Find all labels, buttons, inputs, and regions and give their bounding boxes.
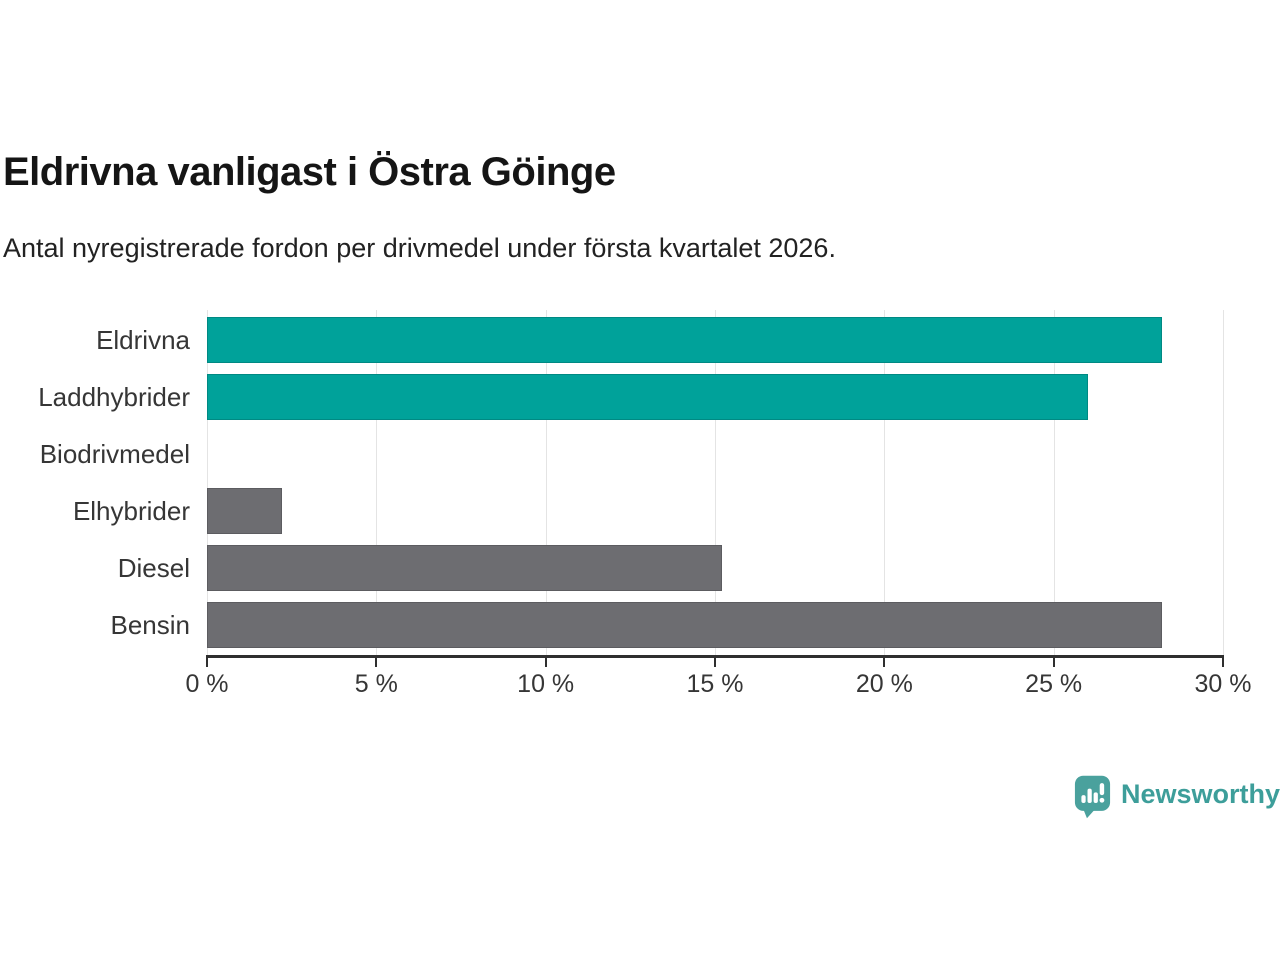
category-label: Eldrivna <box>96 325 190 355</box>
bar-eldrivna <box>207 317 1163 363</box>
newsworthy-logo-text: Newsworthy <box>1121 779 1280 809</box>
x-tick-mark-0 <box>206 658 208 667</box>
bar-row: Bensin <box>111 602 1223 649</box>
x-tick-mark-25 <box>1052 658 1055 667</box>
category-label: Diesel <box>117 553 190 584</box>
chart-title: Eldrivna vanligast i Östra Göinge <box>3 150 616 194</box>
bar-row: Eldrivna <box>96 317 1223 363</box>
bar-elhybrider <box>207 488 282 535</box>
bar-diesel <box>207 545 722 592</box>
bar-laddhybrider <box>207 374 1088 421</box>
bar-row: Biodrivmedel <box>40 431 1223 477</box>
bar-chart-plot-area: Eldrivna Laddhybrider Biodrivmedel Elhybrid… <box>38 310 1251 698</box>
x-tick-mark-10 <box>544 658 547 667</box>
bar-row: Elhybrider <box>73 488 1223 535</box>
newsworthy-logo: Newsworthy <box>1074 774 1280 820</box>
x-tick-mark-30 <box>1222 658 1224 667</box>
gridline-0 <box>207 310 208 655</box>
x-tick-label-5: 5 % <box>354 670 398 698</box>
newsworthy-bar-chart-icon <box>1074 775 1111 819</box>
gridline-25 <box>1053 310 1055 655</box>
category-label: Elhybrider <box>72 496 190 527</box>
category-label: Biodrivmedel <box>39 439 190 470</box>
x-tick-label-20: 20 % <box>855 670 913 698</box>
x-tick-label-10: 10 % <box>517 670 575 698</box>
gridline-5 <box>376 310 378 655</box>
x-tick-mark-15 <box>714 658 716 667</box>
x-tick-label-30: 30 % <box>1194 670 1252 698</box>
bar-row: Diesel <box>118 545 1223 592</box>
chart-subtitle: Antal nyregistrerade fordon per drivmede… <box>3 233 836 263</box>
x-tick-mark-5 <box>375 658 378 667</box>
x-tick-label-15: 15 % <box>686 670 744 698</box>
gridline-20 <box>884 310 886 655</box>
bar-bensin <box>207 602 1163 649</box>
category-label: Laddhybrider <box>38 382 190 413</box>
x-tick-label-0: 0 % <box>185 670 229 698</box>
x-tick-label-25: 25 % <box>1025 670 1083 698</box>
gridline-10 <box>545 310 547 655</box>
category-label: Bensin <box>110 610 191 641</box>
gridline-30 <box>1223 310 1224 655</box>
x-axis-line <box>206 655 1224 658</box>
gridline-15 <box>715 310 716 655</box>
x-tick-mark-20 <box>883 658 886 667</box>
bar-row: Laddhybrider <box>38 374 1223 421</box>
